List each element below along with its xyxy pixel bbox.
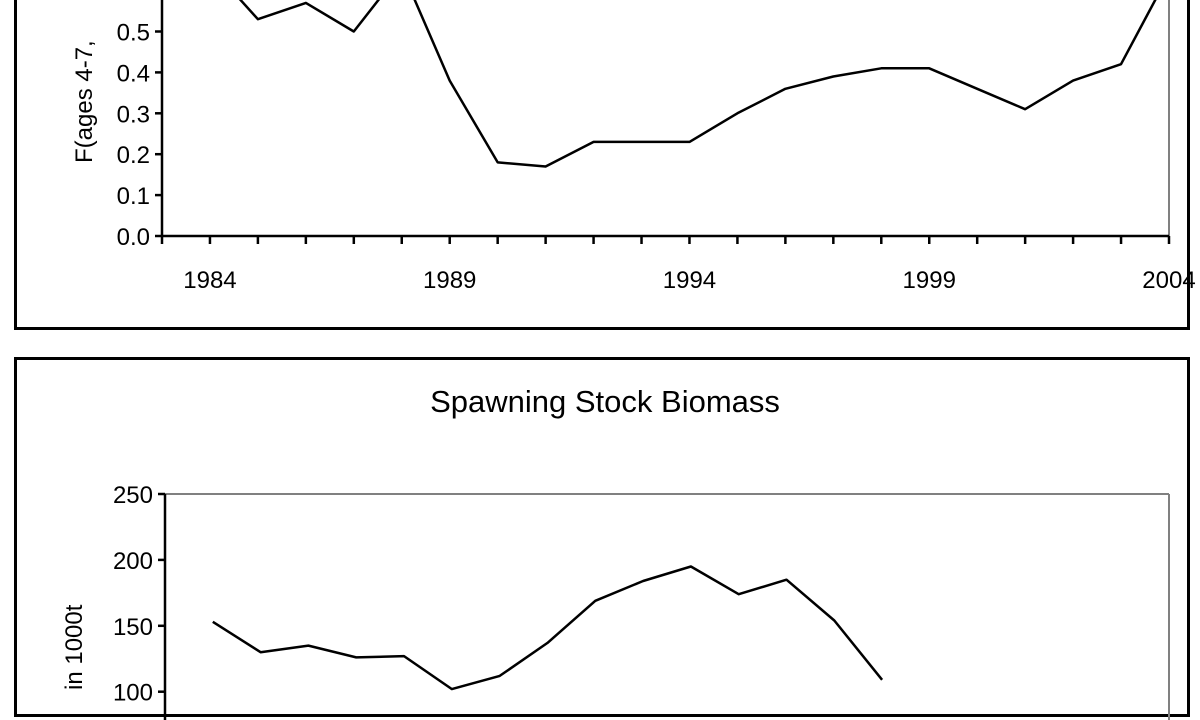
x-tick-label: 1984 [183,267,236,294]
y-axis-label: in 1000t [61,604,88,690]
y-tick-label: 0.2 [117,142,150,169]
spawning-stock-biomass-chart: Spawning Stock Biomass 100 150 200 250 in 100… [14,357,1190,720]
x-tick-label: 1989 [423,267,476,294]
y-tick-label: 0.4 [117,60,150,87]
y-tick-label: 0.5 [117,20,150,47]
f-series-line [238,0,1157,168]
fishing-mortality-plot: 0.0 0.1 0.2 0.3 0.4 0.5 1984 1989 1994 1999 2004 F(… [71,0,1196,294]
y-tick-label: 0.1 [117,183,150,210]
ssb-series-line [212,565,884,691]
spawning-stock-biomass-plot: Spawning Stock Biomass 100 150 200 250 in 100… [61,384,1170,720]
y-tick-label: 0.0 [117,224,150,251]
x-tick-label: 2004 [1142,267,1195,294]
y-tick-label: 250 [113,482,153,509]
fishing-mortality-chart: 0.0 0.1 0.2 0.3 0.4 0.5 1984 1989 1994 1999 2004 F(… [14,0,1196,330]
x-tick-label: 1999 [903,267,956,294]
y-tick-label: 200 [113,548,153,575]
chart-title: Spawning Stock Biomass [430,384,780,419]
y-tick-label: 150 [113,614,153,641]
y-tick-label: 0.3 [117,101,150,128]
y-tick-label: 100 [113,680,153,707]
x-tick-label: 1994 [663,267,716,294]
y-axis-label: F(ages 4-7, [71,40,98,163]
